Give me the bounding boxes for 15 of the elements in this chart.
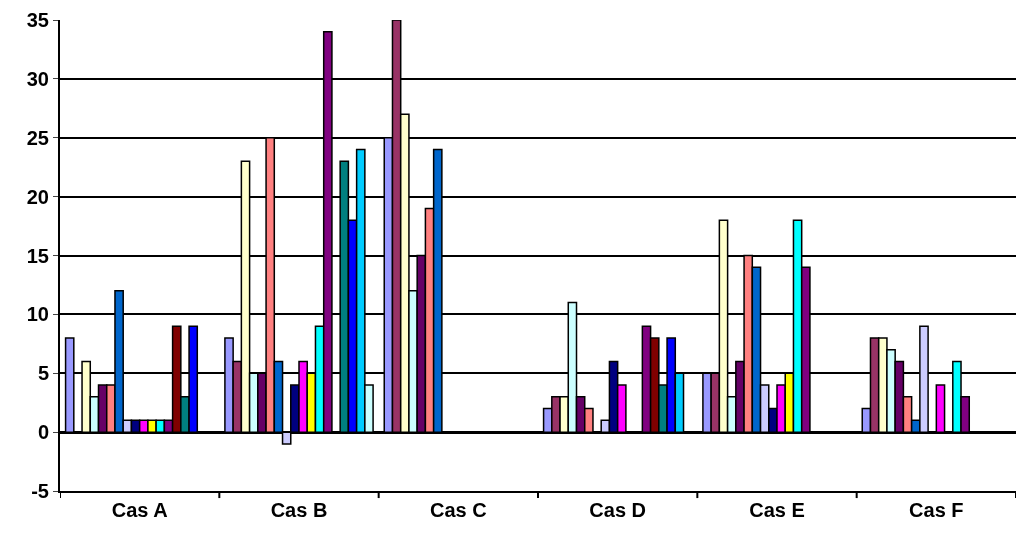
x-tick-label: Cas B bbox=[270, 499, 328, 521]
y-tick-label: -5 bbox=[31, 480, 49, 502]
y-tick-label: 10 bbox=[26, 303, 49, 326]
y-tick-label: 30 bbox=[26, 67, 49, 90]
y-tick-label: 5 bbox=[37, 362, 49, 385]
y-tick-label: 25 bbox=[26, 126, 49, 149]
x-tick-label: Cas F bbox=[909, 499, 964, 521]
x-tick-label: Cas E bbox=[749, 499, 805, 521]
y-tick-label: 20 bbox=[26, 185, 49, 208]
y-tick-label: 35 bbox=[26, 9, 49, 31]
x-tick-label: Cas C bbox=[429, 499, 487, 521]
x-tick-label: Cas D bbox=[589, 499, 647, 521]
x-tick-label: Cas A bbox=[111, 499, 168, 521]
y-tick-label: 0 bbox=[37, 421, 49, 444]
y-tick-label: 15 bbox=[26, 244, 49, 267]
